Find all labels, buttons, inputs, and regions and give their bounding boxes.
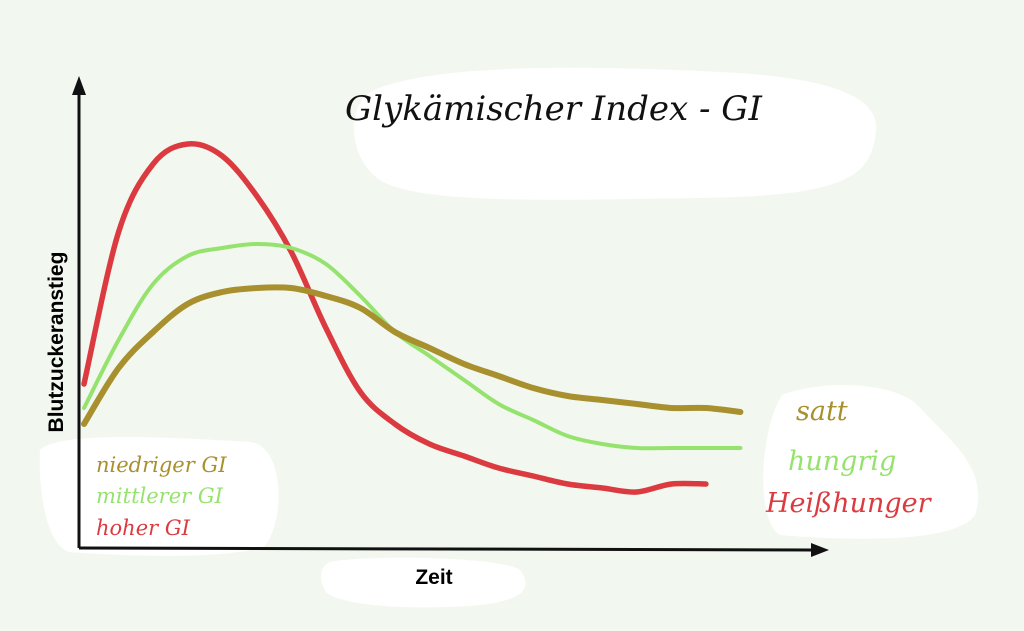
legend-item-hoher-gi: hoher GI [96,516,191,540]
x-axis-title: Zeit [415,566,452,589]
series-line-mittlerer-gi [82,242,743,451]
series-line-hoher-gi [81,141,709,495]
end-label-hungrig: hungrig [788,446,896,477]
series-lines [81,141,744,495]
legend-item-mittlerer-gi: mittlerer GI [96,484,224,508]
y-axis-arrow [72,76,86,95]
series-line-niedriger-gi [81,284,744,427]
endlabel-background [763,385,979,539]
x-axis-line [78,546,816,552]
end-label-heisshunger: Heißhunger [765,488,933,519]
title-background [353,67,877,200]
y-axis-title: Blutzuckeranstieg [45,252,68,433]
chart-title: Glykämischer Index - GI [345,89,762,129]
legend-background [39,437,279,556]
legend-item-niedriger-gi: niedriger GI [96,453,227,477]
x-axis-arrow [811,543,829,557]
xlabel-background [321,557,526,608]
end-label-satt: satt [796,396,848,427]
legend: niedriger GI mittlerer GI hoher GI [96,453,227,540]
